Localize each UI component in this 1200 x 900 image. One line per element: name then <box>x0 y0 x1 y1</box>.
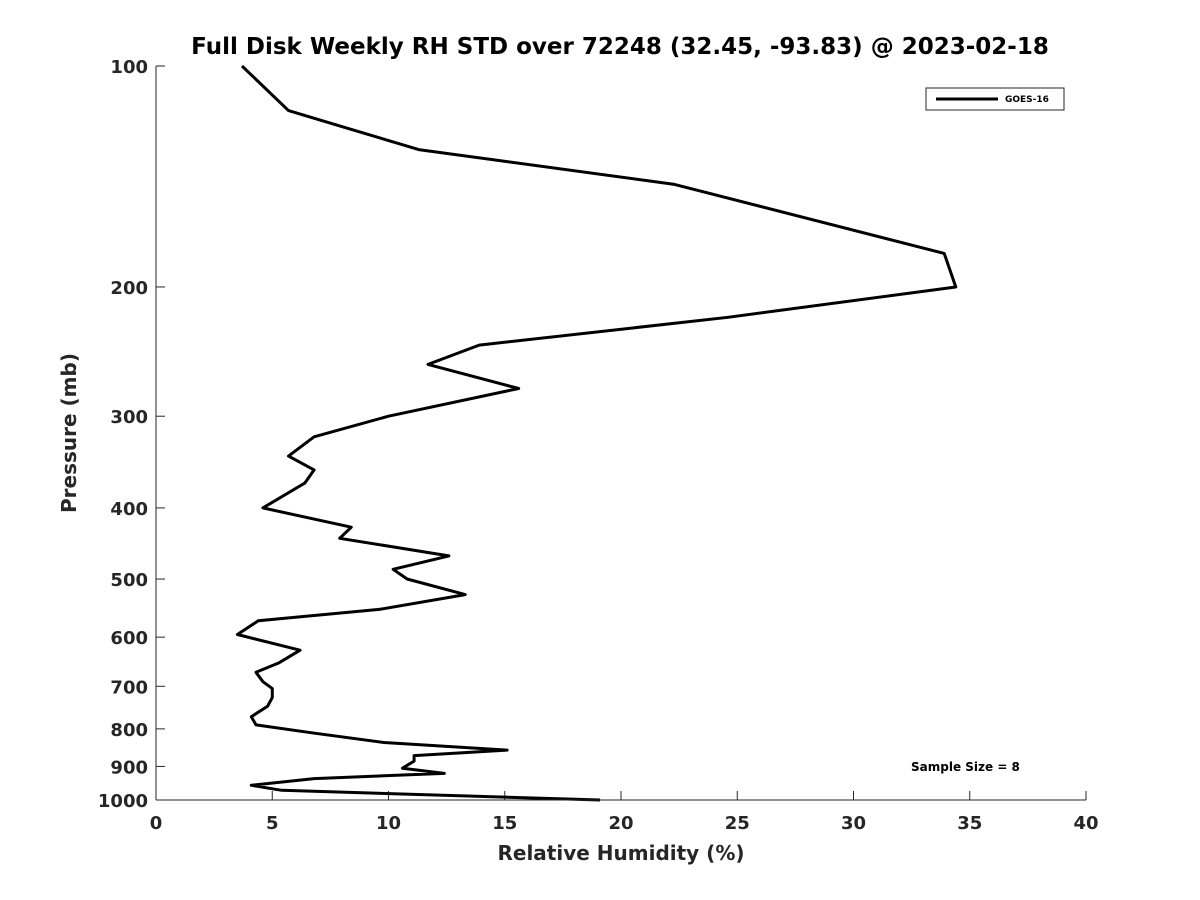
x-tick-label: 35 <box>957 813 982 834</box>
x-tick-label: 5 <box>266 813 279 834</box>
y-tick-label: 100 <box>110 57 148 78</box>
x-tick-label: 30 <box>841 813 866 834</box>
x-tick-label: 10 <box>376 813 401 834</box>
y-tick-label: 700 <box>110 677 148 698</box>
x-axis-ticks: 0 5 10 15 20 25 30 35 40 <box>150 791 1099 834</box>
y-axis-label: Pressure (mb) <box>57 353 81 513</box>
y-tick-label: 300 <box>110 407 148 428</box>
y-tick-label: 1000 <box>98 791 148 812</box>
series-line-goes-16 <box>235 64 958 802</box>
chart-title: Full Disk Weekly RH STD over 72248 (32.4… <box>191 34 1049 60</box>
x-tick-label: 15 <box>492 813 517 834</box>
x-tick-label: 0 <box>150 813 163 834</box>
legend-entry-goes-16: GOES-16 <box>1005 95 1049 105</box>
y-tick-label: 400 <box>110 499 148 520</box>
y-tick-label: 600 <box>110 628 148 649</box>
y-tick-label: 900 <box>110 757 148 778</box>
x-tick-label: 25 <box>725 813 750 834</box>
sample-size-annotation: Sample Size = 8 <box>911 760 1020 774</box>
x-tick-label: 20 <box>608 813 633 834</box>
y-tick-label: 800 <box>110 720 148 741</box>
y-axis-ticks: 100 200 300 400 500 600 700 800 900 1000 <box>98 57 165 812</box>
x-tick-label: 40 <box>1073 813 1098 834</box>
y-tick-label: 500 <box>110 570 148 591</box>
legend: GOES-16 <box>925 87 1065 111</box>
y-tick-label: 200 <box>110 278 148 299</box>
x-axis-label: Relative Humidity (%) <box>497 841 744 865</box>
